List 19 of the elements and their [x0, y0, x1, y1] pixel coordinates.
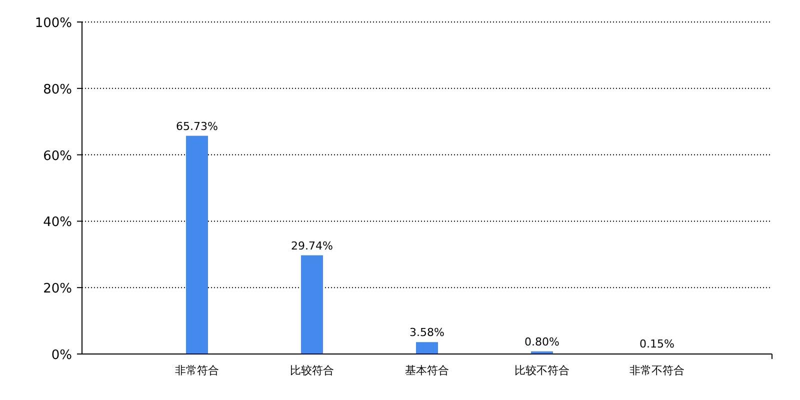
- y-tick-label: 100%: [34, 16, 72, 31]
- y-tick-label: 40%: [43, 215, 72, 230]
- data-label: 0.80%: [524, 335, 560, 348]
- y-tick-label: 80%: [43, 82, 72, 98]
- bar: [301, 255, 323, 354]
- bar: [186, 136, 208, 354]
- y-tick-label: 60%: [43, 148, 72, 164]
- y-tick-label: 0%: [51, 348, 72, 363]
- bar: [416, 342, 438, 354]
- data-label: 0.15%: [640, 338, 674, 350]
- x-tick-label: 非常符合: [175, 364, 219, 377]
- x-tick-label: 比较符合: [290, 364, 334, 377]
- x-tick-label: 非常不符合: [630, 364, 684, 377]
- x-tick-label: 比较不符合: [514, 364, 570, 377]
- data-label: 29.74%: [291, 239, 333, 252]
- data-label: 65.73%: [176, 120, 218, 133]
- data-label: 3.58%: [410, 326, 444, 340]
- x-tick-label: 基本符合: [405, 364, 449, 377]
- y-tick-label: 20%: [43, 282, 72, 297]
